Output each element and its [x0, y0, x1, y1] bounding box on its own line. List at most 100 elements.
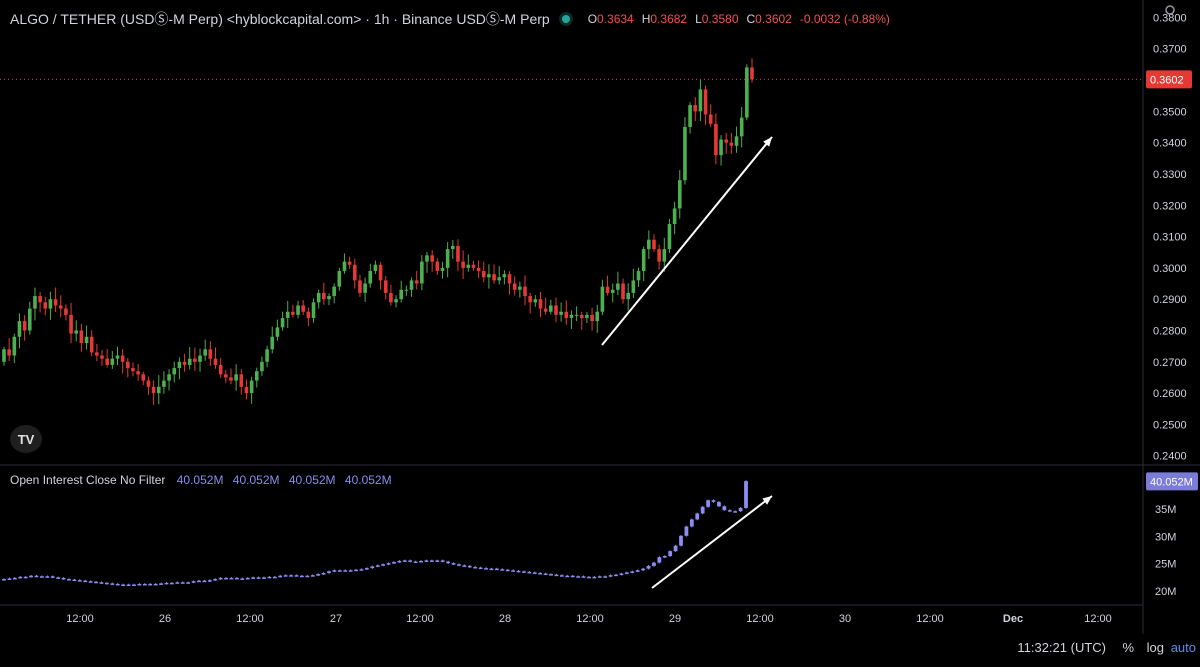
oi-bar — [581, 576, 586, 578]
price-tick-label: 0.3200 — [1153, 200, 1187, 212]
oi-bar — [115, 583, 120, 586]
candle-body — [626, 292, 630, 300]
time-tick-label: 12:00 — [576, 613, 604, 625]
oi-tick-label: 30M — [1155, 531, 1176, 543]
tradingview-logo-icon[interactable]: TV — [10, 425, 42, 453]
oi-bar — [695, 513, 700, 520]
bottom-toolbar: 11:32:21 (UTC) % log auto — [0, 634, 1200, 662]
oi-tick-label: 20M — [1155, 586, 1176, 598]
candle-body — [74, 330, 79, 334]
oi-bar — [505, 569, 510, 572]
oi-bar — [83, 580, 88, 583]
high-value: 0.3682 — [650, 12, 688, 26]
close-label: C — [746, 12, 756, 26]
candle-body — [492, 274, 496, 281]
price-tick-label: 0.3700 — [1153, 44, 1187, 56]
time-tick-label: 12:00 — [916, 613, 944, 625]
oi-bar — [213, 579, 218, 581]
candle-body — [136, 371, 140, 375]
last-price-tag-label: 0.3602 — [1150, 74, 1184, 86]
candle-body — [605, 286, 610, 293]
time-tick-label: 12:00 — [66, 613, 94, 625]
candle-body — [688, 105, 692, 127]
candle-body — [7, 349, 11, 356]
price-tick-label: 0.2500 — [1153, 419, 1187, 431]
candle-body — [291, 311, 295, 315]
candle-body — [79, 330, 84, 344]
oi-indicator-name[interactable]: Open Interest Close No Filter — [10, 473, 166, 487]
oi-bar — [722, 506, 727, 511]
oi-value-tag — [1146, 472, 1198, 491]
oi-bar — [451, 563, 456, 565]
candle-body — [461, 261, 465, 268]
candle-body — [244, 386, 249, 394]
oi-bar — [180, 582, 185, 584]
candle-body — [301, 305, 306, 312]
candle-body — [549, 305, 553, 312]
candle-body — [708, 114, 713, 124]
candle-body — [590, 314, 594, 322]
candle-body — [466, 264, 471, 268]
oi-bar — [635, 570, 640, 572]
oi-bar — [348, 570, 353, 572]
candle-body — [316, 292, 321, 303]
oi-bar — [597, 576, 602, 578]
candle-body — [471, 264, 476, 268]
candle-body — [574, 314, 579, 316]
oi-bar — [706, 500, 710, 507]
candle-body — [647, 239, 651, 250]
time-tick-label: 30 — [839, 613, 851, 625]
oi-bar — [321, 573, 326, 575]
oi-bar — [392, 562, 396, 564]
candle-body — [383, 280, 388, 293]
candle-body — [198, 355, 202, 362]
candle-body — [672, 208, 677, 225]
oi-bar — [121, 584, 126, 586]
candle-body — [337, 271, 342, 287]
candle-body — [729, 142, 734, 146]
candle-body — [311, 302, 316, 318]
candle-body — [33, 296, 37, 309]
candle-body — [420, 261, 424, 284]
candle-body — [585, 314, 589, 318]
percent-scale-button[interactable]: % — [1122, 640, 1134, 655]
oi-bar — [484, 568, 488, 570]
oi-bar — [717, 501, 721, 507]
candle-body — [425, 255, 429, 262]
candle-body — [569, 314, 574, 318]
candle-body — [254, 371, 259, 381]
candle-body — [363, 283, 367, 293]
price-tick-label: 0.3400 — [1153, 138, 1187, 150]
oi-bar — [489, 568, 494, 571]
candle-body — [27, 308, 32, 331]
high-label: H — [641, 12, 651, 26]
time-tick-label: 12:00 — [236, 613, 264, 625]
oi-bar — [29, 575, 33, 578]
candle-body — [450, 245, 455, 250]
oi-bar — [446, 561, 451, 564]
oi-bar — [77, 580, 82, 582]
candle-body — [342, 261, 347, 272]
oi-bar — [105, 582, 109, 585]
oi-bar — [494, 568, 499, 571]
utc-clock[interactable]: 11:32:21 (UTC) — [1017, 640, 1106, 655]
candle-body — [518, 286, 522, 290]
candle-body — [399, 289, 404, 300]
oi-bar — [224, 577, 228, 580]
candle-body — [358, 280, 362, 293]
oi-bar — [327, 571, 331, 574]
oi-bar — [170, 582, 174, 585]
auto-scale-button[interactable]: auto — [1170, 640, 1196, 655]
oi-bar — [262, 577, 266, 579]
oi-bar — [673, 545, 678, 552]
oi-bar — [733, 511, 738, 513]
oi-value-3: 40.052M — [288, 473, 336, 487]
symbol-title[interactable]: ALGO / TETHER (USDⓈ-M Perp) <hyblockcapi… — [10, 11, 550, 27]
price-trend-arrow-head — [763, 137, 772, 147]
candle-body — [53, 299, 58, 306]
oi-bar — [457, 564, 461, 566]
candle-body — [394, 299, 398, 303]
log-scale-button[interactable]: log — [1146, 640, 1164, 655]
